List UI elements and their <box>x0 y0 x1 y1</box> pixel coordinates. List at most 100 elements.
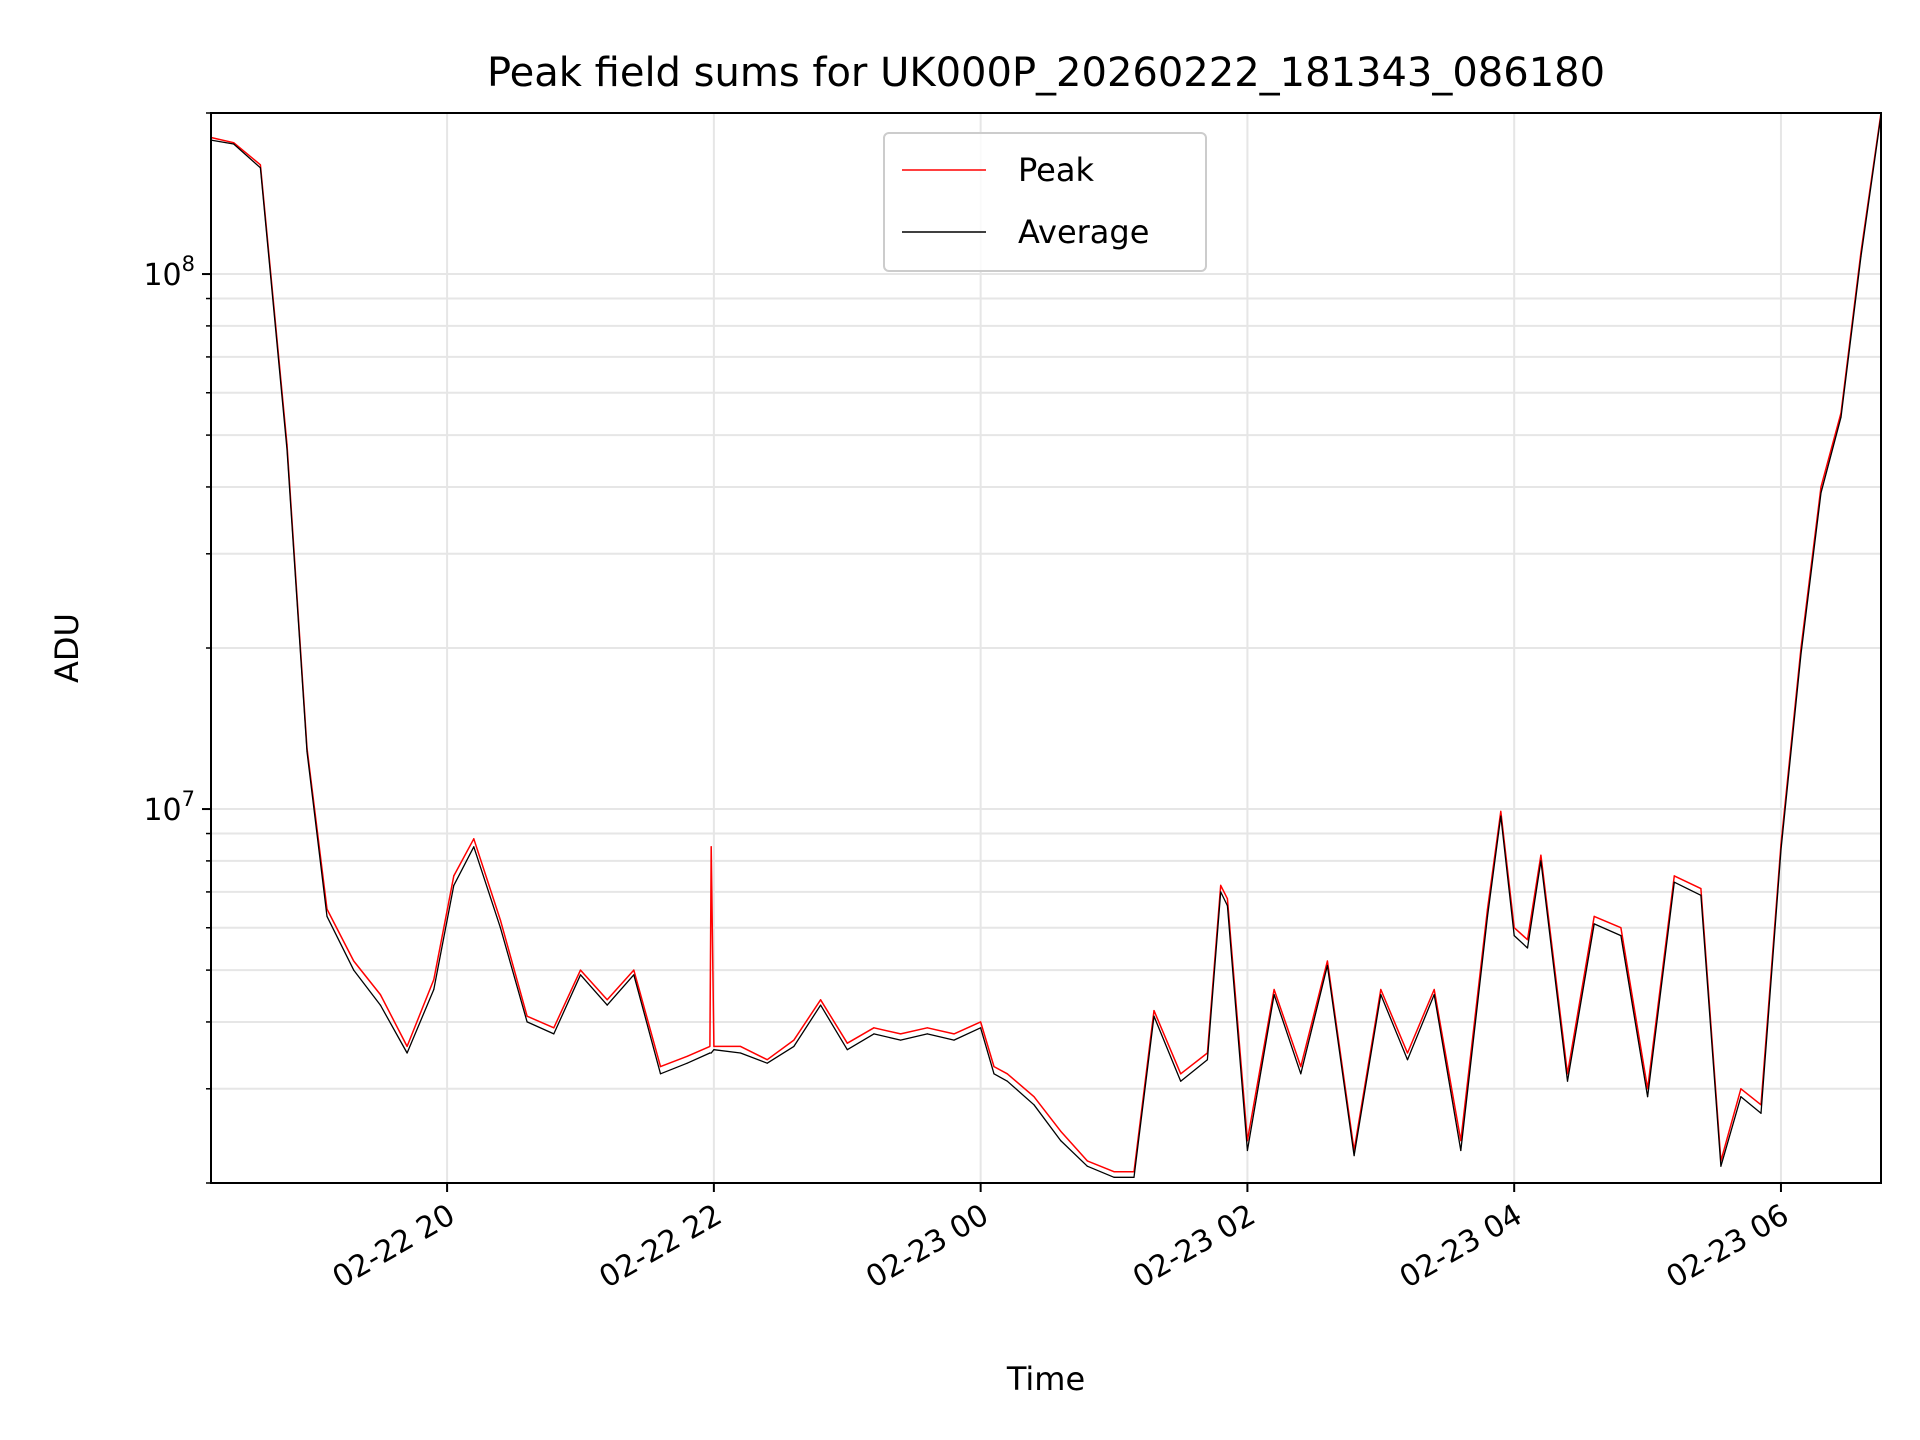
data-point-average <box>739 1052 742 1054</box>
data-point-average <box>1860 255 1862 257</box>
data-point-average <box>900 1039 902 1041</box>
data-point-average <box>1133 1176 1135 1178</box>
data-point-average <box>1760 1112 1762 1114</box>
data-point-peak <box>1820 486 1822 488</box>
legend: Peak Average <box>883 132 1207 272</box>
data-point-peak <box>1526 939 1529 941</box>
data-point-peak <box>353 960 355 962</box>
data-point-average <box>1740 1096 1742 1098</box>
y-tick-label: 108 <box>143 252 195 293</box>
data-point-average <box>1720 1165 1722 1167</box>
data-point-average <box>433 988 435 991</box>
data-point-average <box>1353 1155 1355 1157</box>
data-point-average <box>326 915 328 918</box>
data-point-average <box>1180 1080 1182 1082</box>
data-point-peak <box>606 999 608 1001</box>
data-point-average <box>1620 935 1622 937</box>
chart-title: Peak field sums for UK000P_20260222_1813… <box>487 50 1605 96</box>
data-point-average <box>306 751 308 753</box>
data-point-average <box>709 1052 711 1054</box>
data-point-average <box>553 1033 555 1035</box>
data-point-average <box>499 927 502 929</box>
data-point-peak <box>1113 1171 1115 1173</box>
data-point-peak <box>1326 960 1329 962</box>
data-point-average <box>1273 993 1275 996</box>
series-line-average <box>210 115 1882 1178</box>
data-point-peak <box>1380 988 1382 991</box>
data-point-peak <box>819 999 822 1001</box>
x-tick-label: 02-23 06 <box>1661 1198 1795 1296</box>
data-point-peak <box>1540 854 1542 856</box>
data-point-average <box>406 1052 408 1054</box>
data-point-peak <box>499 919 502 921</box>
data-point-peak <box>406 1045 408 1048</box>
x-tick-label: 02-22 20 <box>327 1198 461 1296</box>
data-point-average <box>606 1004 608 1006</box>
data-point-peak <box>1593 915 1595 918</box>
data-point-average <box>659 1073 662 1075</box>
x-tick-label: 02-22 22 <box>594 1198 728 1296</box>
data-point-peak <box>579 969 582 971</box>
data-point-average <box>1226 904 1229 907</box>
data-point-average <box>1113 1176 1115 1178</box>
data-point-peak <box>1153 1010 1155 1012</box>
data-point-average <box>233 143 235 145</box>
data-point-average <box>473 846 475 848</box>
data-point-peak <box>713 1045 715 1048</box>
data-point-average <box>1406 1059 1409 1061</box>
data-point-peak <box>846 1042 848 1044</box>
data-point-peak <box>453 875 455 877</box>
data-point-average <box>1246 1149 1249 1152</box>
data-point-average <box>980 1027 982 1029</box>
data-point-average <box>819 1004 822 1006</box>
data-point-average <box>953 1039 955 1041</box>
legend-box <box>883 132 1207 272</box>
x-tick-label: 02-23 00 <box>860 1198 994 1296</box>
data-point-average <box>1006 1080 1008 1082</box>
data-point-average <box>579 974 582 976</box>
data-point-peak <box>259 164 261 166</box>
data-point-average <box>1513 935 1515 937</box>
data-point-average <box>1500 815 1502 817</box>
data-point-average <box>1526 947 1529 949</box>
legend-label-peak: Peak <box>1018 151 1094 189</box>
data-point-average <box>379 1004 382 1006</box>
grid <box>211 112 1881 1184</box>
data-point-peak <box>1673 875 1675 877</box>
series-layer <box>210 112 1882 1178</box>
data-point-average <box>1380 993 1382 996</box>
data-point-average <box>846 1049 848 1051</box>
data-point-peak <box>1740 1088 1742 1090</box>
data-point-peak <box>1060 1130 1062 1132</box>
data-point-average <box>1486 915 1489 918</box>
y-tick-label: 107 <box>143 787 195 828</box>
data-point-average <box>1540 860 1542 862</box>
data-point-average <box>1300 1073 1302 1075</box>
data-point-peak <box>739 1045 742 1048</box>
data-point-average <box>993 1073 995 1075</box>
data-point-peak <box>980 1021 982 1023</box>
data-point-peak <box>953 1033 955 1035</box>
data-point-peak <box>1006 1073 1008 1075</box>
data-point-average <box>1326 964 1329 967</box>
data-point-peak <box>1646 1088 1649 1090</box>
data-point-average <box>1646 1096 1649 1098</box>
data-point-peak <box>686 1055 688 1057</box>
data-point-peak <box>710 846 712 848</box>
data-point-peak <box>1433 988 1435 991</box>
data-point-average <box>1780 848 1782 851</box>
data-point-average <box>686 1062 688 1064</box>
data-point-average <box>1460 1149 1462 1152</box>
data-point-average <box>1206 1059 1208 1061</box>
data-point-average <box>526 1021 528 1023</box>
data-point-average <box>1220 891 1222 893</box>
data-point-average <box>1673 881 1675 883</box>
series-line-peak <box>210 112 1882 1173</box>
data-point-peak <box>473 838 475 840</box>
data-point-average <box>1033 1104 1035 1106</box>
data-point-average <box>1593 923 1595 925</box>
data-point-peak <box>433 978 435 981</box>
x-axis-label: Time <box>1006 1360 1085 1398</box>
data-point-average <box>286 448 288 451</box>
